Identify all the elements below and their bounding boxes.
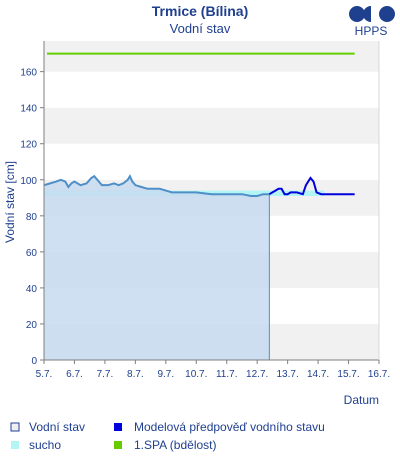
x-tick-label: 11.7.	[216, 369, 238, 380]
y-tick-label: 80	[26, 212, 38, 223]
y-tick-label: 100	[20, 176, 37, 187]
y-axis-label: Vodní stav [cm]	[3, 161, 17, 243]
legend-swatch-sucho	[11, 441, 19, 449]
legend-swatch-spa	[114, 441, 122, 449]
forecast-line	[268, 176, 355, 196]
x-tick-label: 12.7.	[246, 369, 268, 380]
x-tick-label: 6.7.	[66, 369, 83, 380]
logo-circle-left	[349, 6, 365, 22]
legend-item-observed: Vodní stav	[10, 420, 85, 434]
legend: Vodní stav Modelová předpověď vodního st…	[10, 420, 325, 452]
legend-label-observed: Vodní stav	[29, 420, 85, 434]
data-layer	[43, 52, 355, 360]
x-axis-label: Datum	[344, 393, 379, 407]
x-tick-label: 8.7.	[127, 369, 144, 380]
x-tick-label: 16.7.	[368, 369, 390, 380]
legend-swatch-forecast	[114, 423, 122, 431]
legend-label-sucho: sucho	[29, 438, 61, 452]
legend-label-forecast: Modelová předpověď vodního stavu	[134, 420, 325, 434]
legend-swatch-observed	[10, 422, 20, 432]
logo-circle-right	[379, 6, 395, 22]
y-tick-label: 60	[26, 248, 38, 259]
brand-label: HPPS	[355, 24, 388, 38]
grid-band	[44, 71, 379, 108]
x-tick-label: 10.7.	[185, 369, 207, 380]
x-tick-label: 7.7.	[97, 369, 114, 380]
x-tick-label: 13.7.	[277, 369, 299, 380]
grid-band	[44, 107, 379, 144]
grid-band	[44, 41, 379, 72]
grid-band	[44, 143, 379, 180]
hpps-logo	[349, 6, 395, 22]
y-tick-label: 0	[31, 356, 37, 367]
observed-area	[44, 176, 270, 360]
legend-item-sucho: sucho	[11, 438, 61, 452]
y-tick-label: 160	[20, 68, 37, 79]
y-tick-label: 20	[26, 320, 38, 331]
axes-layer: 0 20 40 60 80 100 120 140 160 5.7. 6.7. 7.7. 8.7. 9.7…	[20, 41, 390, 380]
legend-label-spa: 1.SPA (bdělost)	[134, 438, 217, 452]
y-tick-label: 140	[20, 104, 37, 115]
x-tick-label: 9.7.	[157, 369, 174, 380]
logo-half-circle	[363, 6, 371, 22]
observed-line	[43, 174, 270, 197]
x-tick-label: 15.7.	[337, 369, 359, 380]
chart-subtitle: Vodní stav	[170, 21, 231, 36]
y-tick-label: 120	[20, 140, 37, 151]
y-tick-label: 40	[26, 284, 38, 295]
chart-title: Trmice (Bílina)	[152, 3, 248, 19]
legend-item-spa: 1.SPA (bdělost)	[114, 438, 217, 452]
x-tick-label: 14.7.	[307, 369, 329, 380]
legend-item-forecast: Modelová předpověď vodního stavu	[114, 420, 325, 434]
x-tick-label: 5.7.	[36, 369, 53, 380]
